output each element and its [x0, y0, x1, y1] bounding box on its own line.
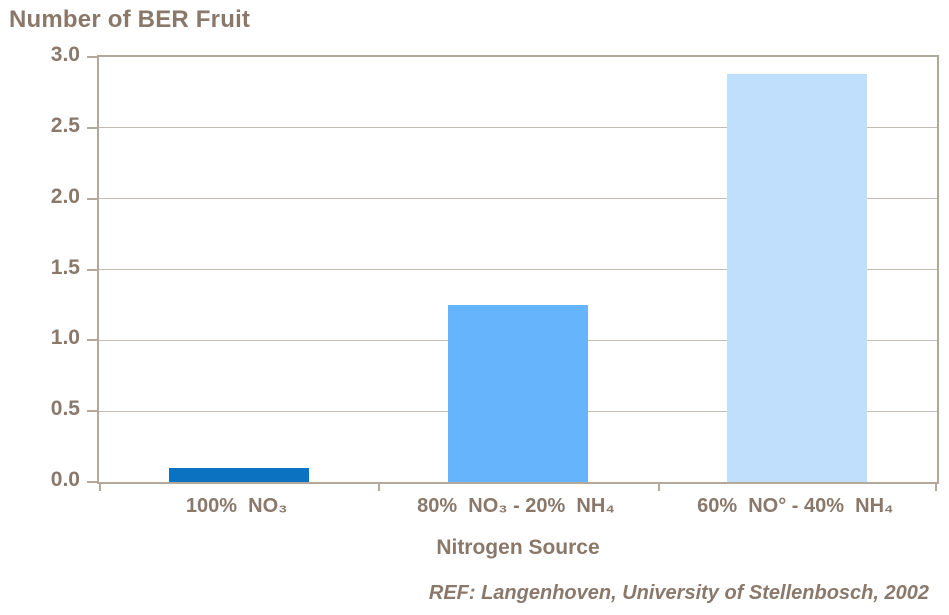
- y-tick-mark: [87, 410, 99, 413]
- gridline: [99, 269, 937, 270]
- y-tick-label: 2.0: [50, 184, 80, 208]
- y-tick-label: 0.0: [50, 468, 80, 491]
- gridline: [99, 198, 937, 200]
- x-tick-mark: [378, 483, 381, 491]
- y-axis: 0.0 0.5 1.0 1.5 2.0 2.5 3.0: [0, 43, 80, 491]
- chart-title: Number of BER Fruit: [9, 6, 251, 33]
- y-tick-label: 3.0: [50, 43, 80, 66]
- y-tick-label: 1.0: [50, 326, 80, 350]
- y-tick-mark: [87, 339, 99, 342]
- bar: [448, 304, 588, 482]
- gridline: [99, 127, 937, 129]
- y-tick-label: 2.5: [50, 113, 80, 137]
- x-tick-mark: [657, 483, 660, 491]
- x-axis: 100% NO₃ 80% NO₃ - 20% NH₄ 60% NO° - 40% N…: [97, 495, 939, 525]
- bar: [727, 74, 868, 482]
- x-axis-title: Nitrogen Source: [436, 536, 600, 559]
- y-tick-mark: [87, 197, 99, 200]
- y-tick-label: 1.5: [50, 255, 80, 279]
- x-tick-mark: [935, 483, 937, 491]
- y-tick-mark: [87, 268, 99, 271]
- x-tick-label: 80% NO₃ - 20% NH₄: [417, 495, 615, 517]
- x-tick-label: 60% NO° - 40% NH₄: [697, 495, 894, 517]
- y-tick-label: 0.5: [50, 397, 80, 421]
- x-tick-mark: [99, 483, 101, 491]
- x-tick-label: 100% NO₃: [185, 495, 288, 517]
- reference-note: REF: Langenhoven, University of Stellenb…: [428, 582, 929, 604]
- y-tick-mark: [87, 481, 99, 483]
- bar: [168, 467, 309, 482]
- y-tick-mark: [87, 126, 99, 129]
- y-tick-mark: [87, 56, 99, 58]
- plot-area: [87, 55, 939, 491]
